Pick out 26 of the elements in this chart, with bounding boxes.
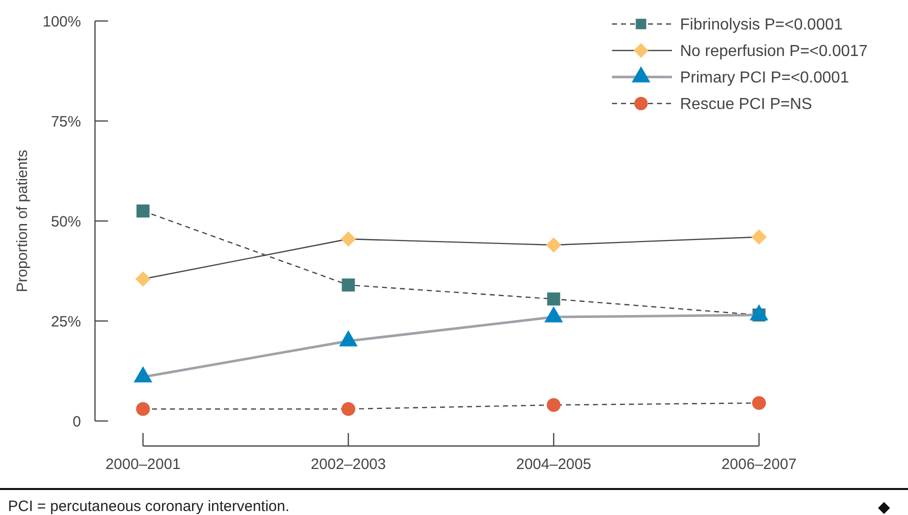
x-tick-label: 2004–2005 bbox=[516, 456, 592, 473]
x-tick-label: 2000–2001 bbox=[105, 456, 181, 473]
legend-label: Fibrinolysis P=<0.0001 bbox=[680, 16, 843, 34]
text: PCI = percutaneous coronary intervention. bbox=[8, 498, 290, 515]
point bbox=[751, 229, 767, 245]
y-tick-label: 25% bbox=[50, 313, 81, 330]
legend-label: Primary PCI P=<0.0001 bbox=[680, 70, 850, 87]
point bbox=[136, 402, 150, 416]
x-tick-label: 2006–2007 bbox=[721, 456, 797, 473]
point bbox=[136, 204, 150, 218]
point bbox=[546, 398, 561, 412]
point bbox=[341, 402, 356, 416]
x-tick-label: 2002–2003 bbox=[310, 456, 386, 473]
legend-label: Rescue PCI P=NS bbox=[680, 96, 812, 114]
point bbox=[135, 271, 151, 287]
y-axis-title: Proportion of patients bbox=[14, 150, 31, 292]
y-tick-label: 75% bbox=[50, 113, 81, 130]
y-tick-label: 100% bbox=[42, 13, 81, 30]
y-tick-label: 0 bbox=[72, 413, 81, 430]
y-tick-label: 50% bbox=[50, 213, 81, 230]
legend-label: No reperfusion P=<0.0017 bbox=[680, 43, 868, 60]
point bbox=[342, 278, 355, 292]
point bbox=[546, 237, 562, 253]
point bbox=[547, 292, 560, 306]
point bbox=[340, 231, 356, 247]
point bbox=[752, 396, 766, 410]
